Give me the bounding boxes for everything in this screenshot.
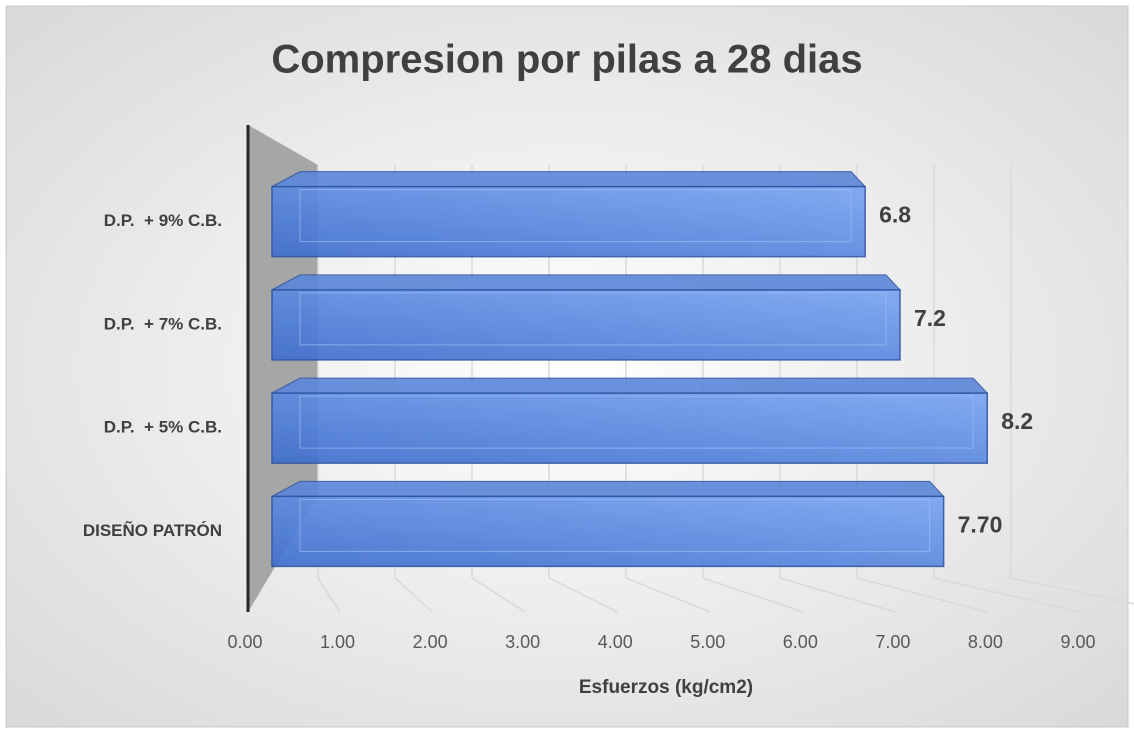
x-tick-label: 2.00 [413,632,448,652]
bar [271,377,989,464]
bar-face [271,289,901,361]
floor-grid-line [548,577,618,613]
data-label: 8.2 [1001,408,1033,434]
floor-grid-line [702,577,804,613]
y-tick-label: D.P. + 9% C.B. [104,211,222,230]
floor-grid-line [394,577,434,613]
bar-face [271,392,988,464]
x-tick-label: 8.00 [968,632,1003,652]
chart-background [5,5,1129,728]
x-axis-title: Esfuerzos (kg/cm2) [579,677,753,698]
x-tick-label: 0.00 [227,632,262,652]
bar-inner [299,189,852,243]
bar [271,171,867,258]
bar-face [271,185,866,258]
floor-grid-line [933,577,1081,613]
floor-grid-line [471,577,526,613]
bar-inner [299,498,931,552]
bar-inner [299,395,974,449]
x-tick-label: 5.00 [690,632,725,652]
x-tick-label: 4.00 [598,632,633,652]
x-tick-label: 6.00 [783,632,818,652]
bar-top [271,274,902,291]
bar [271,480,945,568]
y-tick-label: D.P. + 5% C.B. [104,418,222,437]
y-tick-label: DISEÑO PATRÓN [83,520,222,540]
data-label: 7.2 [914,305,946,331]
y-tick-label: D.P. + 7% C.B. [104,314,222,333]
chart-title: Compresion por pilas a 28 dias [271,38,862,82]
floor-grid-line [779,577,896,613]
bar-inner [299,292,887,346]
bar-face [271,495,945,568]
floor-grid-line [317,577,341,613]
bar-top [271,377,989,394]
floor-grid-line [625,577,711,613]
x-tick-label: 3.00 [505,632,540,652]
floor-grid-line [856,577,989,613]
data-label: 7.70 [958,511,1003,537]
bar [271,274,902,361]
x-tick-label: 7.00 [875,632,910,652]
x-tick-label: 9.00 [1060,632,1095,652]
x-tick-label: 1.00 [320,632,355,652]
floor-grid-line [1010,577,1134,605]
bar-top [271,171,867,188]
bar-top [271,480,945,497]
data-label: 6.8 [879,202,911,228]
